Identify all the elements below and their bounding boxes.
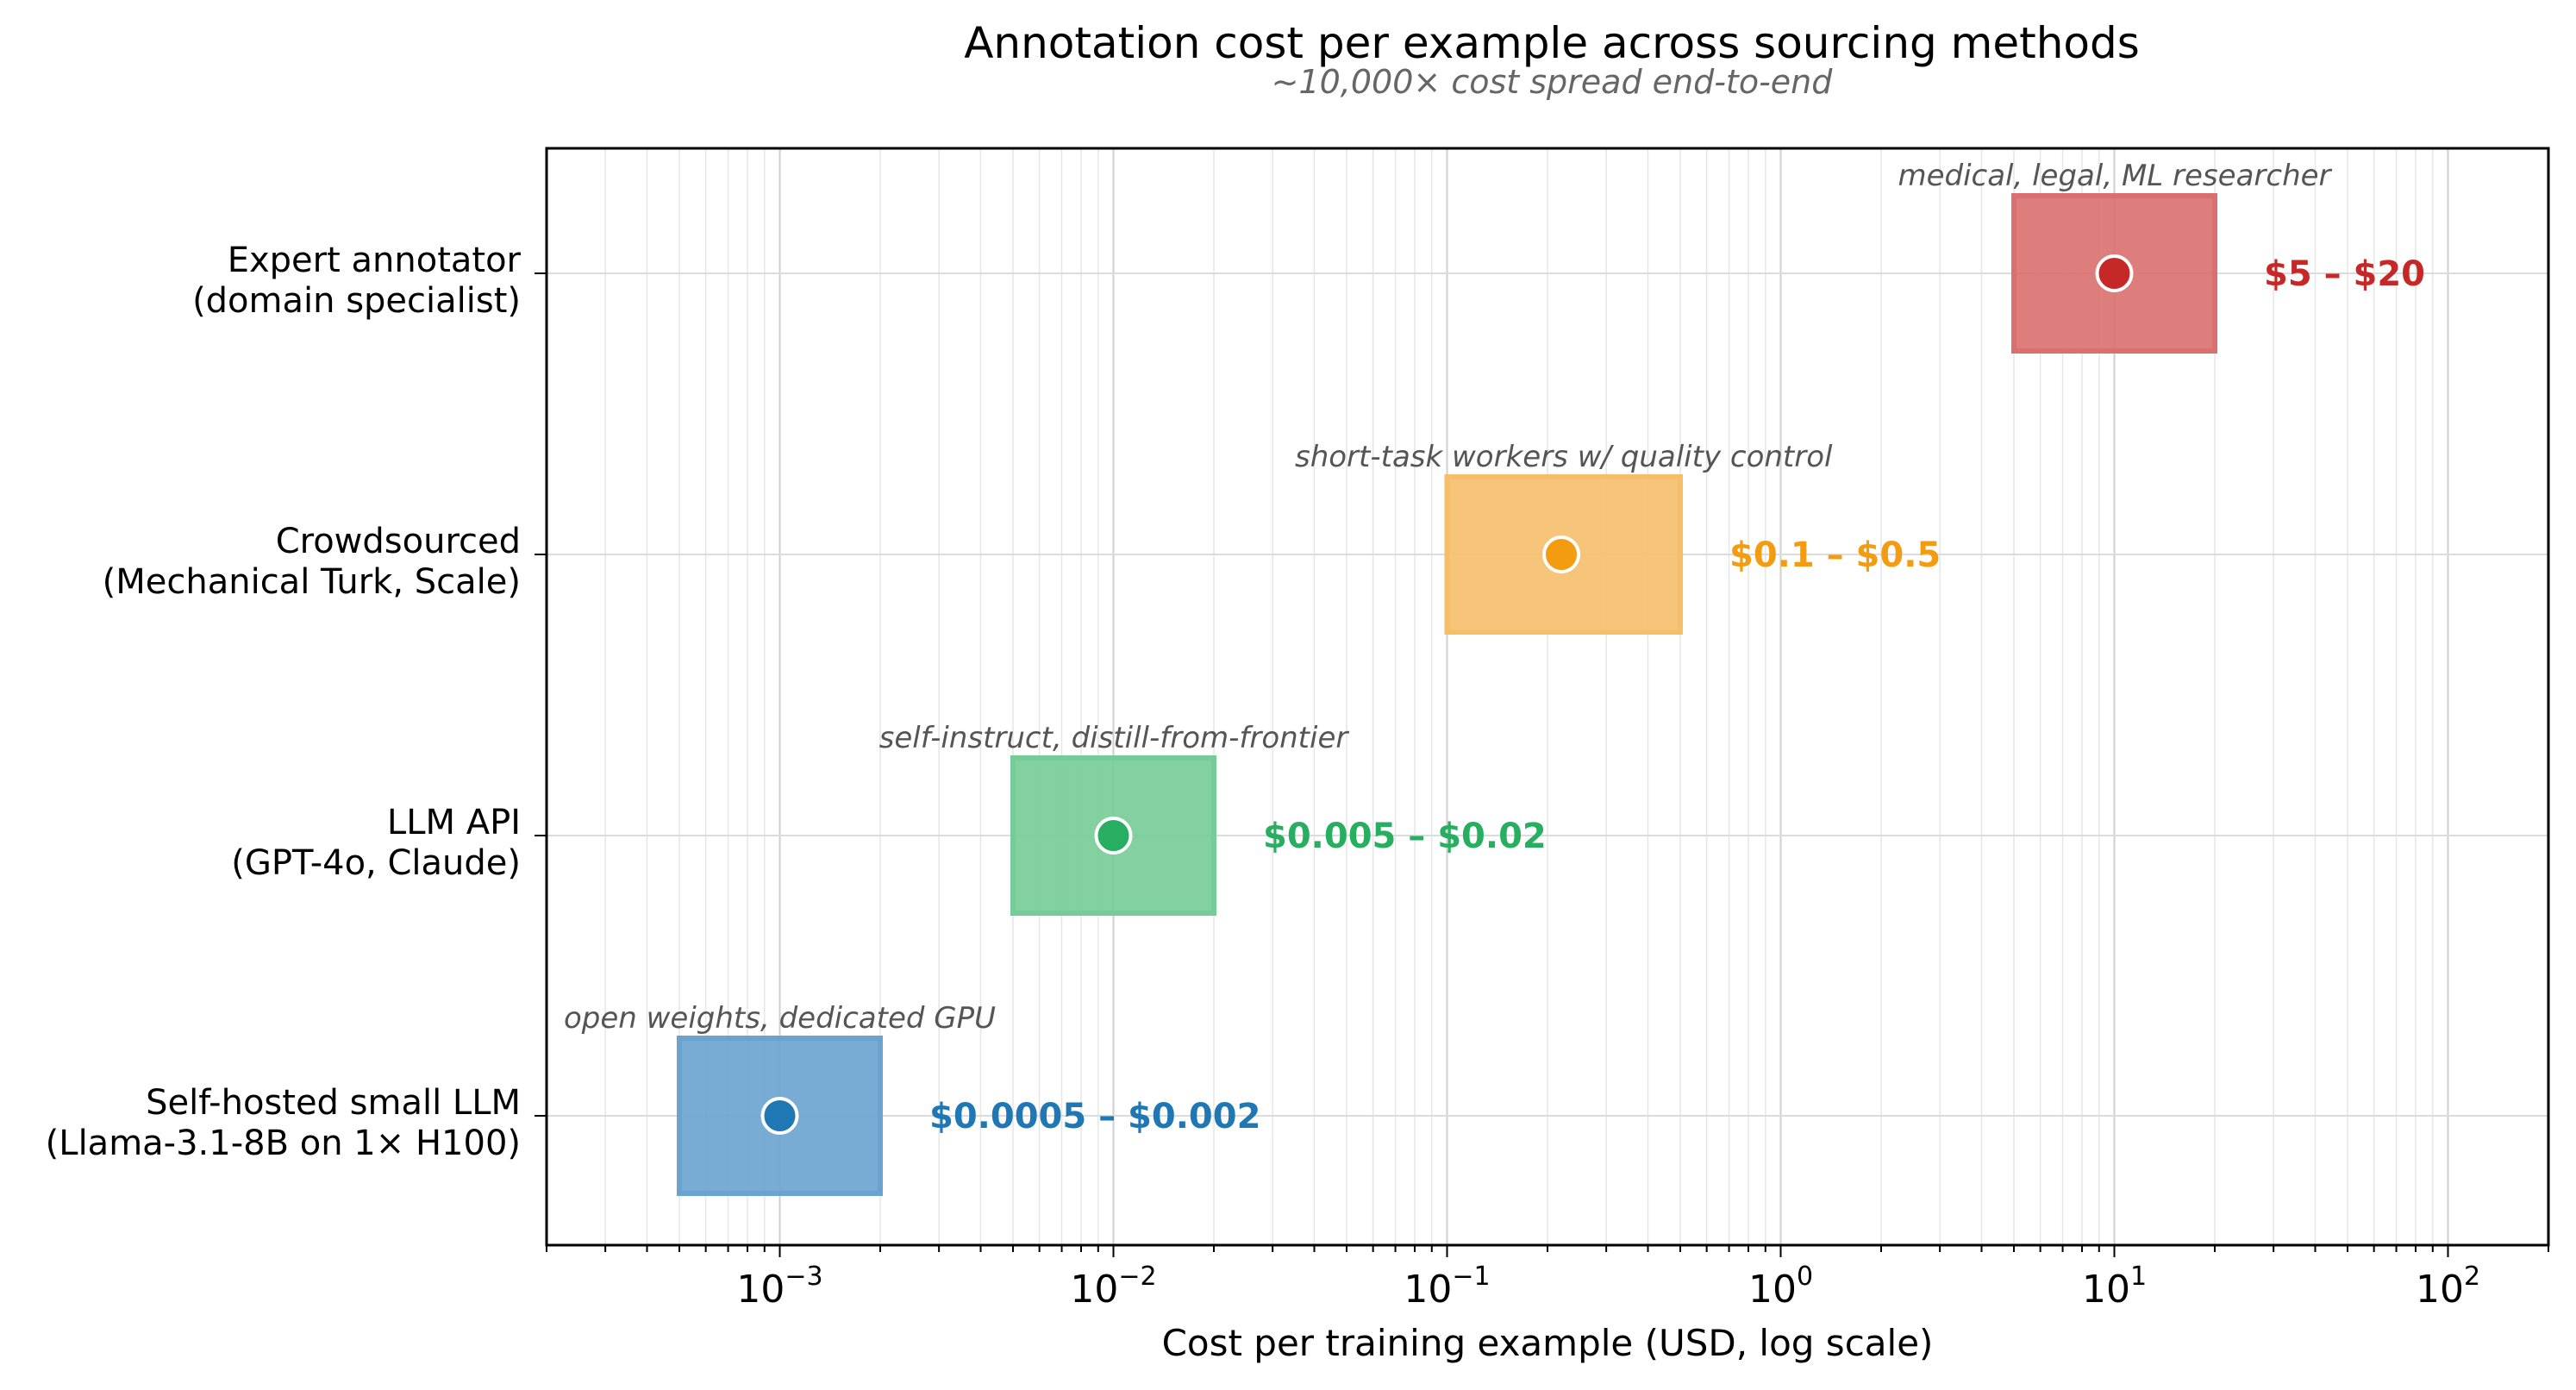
x-tick-exponent: −1 xyxy=(1452,1262,1490,1292)
range-label: $0.0005 – $0.002 xyxy=(929,1097,1260,1136)
x-tick-base: 10 xyxy=(736,1268,785,1312)
x-tick-exponent: 1 xyxy=(2130,1262,2147,1292)
annotation-note: short-task workers w/ quality control xyxy=(1295,440,1833,474)
x-tick-exponent: −2 xyxy=(1118,1262,1156,1292)
y-tick-label-line2: (GPT-4o, Claude) xyxy=(231,843,521,883)
x-tick-base: 10 xyxy=(1748,1268,1797,1312)
x-tick-base: 10 xyxy=(2416,1268,2464,1312)
y-tick-label-line1: Expert annotator xyxy=(228,241,522,280)
point-marker xyxy=(1094,817,1133,855)
point-marker xyxy=(760,1097,799,1135)
annotation-note: open weights, dedicated GPU xyxy=(564,1001,996,1036)
range-label: $0.1 – $0.5 xyxy=(1729,535,1941,575)
y-tick-label-line2: (domain specialist) xyxy=(192,281,521,321)
x-tick-exponent: −3 xyxy=(785,1262,822,1292)
chart-subtitle: ~10,000× cost spread end-to-end xyxy=(1272,63,1834,101)
y-tick-label-line1: LLM API xyxy=(387,803,521,842)
x-tick-base: 10 xyxy=(1070,1268,1118,1312)
x-tick-label: 101 xyxy=(2082,1262,2147,1312)
point-marker xyxy=(2095,254,2134,292)
range-label: $5 – $20 xyxy=(2264,254,2425,294)
x-axis-label: Cost per training example (USD, log scal… xyxy=(1162,1322,1934,1364)
x-tick-base: 10 xyxy=(1404,1268,1452,1312)
y-tick-label-line1: Self-hosted small LLM xyxy=(146,1083,521,1123)
y-tick-label-line2: (Mechanical Turk, Scale) xyxy=(103,562,521,602)
x-tick-label: 10−1 xyxy=(1404,1262,1490,1312)
grid xyxy=(546,148,2549,1245)
annotation-note: medical, legal, ML researcher xyxy=(1898,159,2332,193)
x-tick-exponent: 2 xyxy=(2464,1262,2480,1292)
x-tick-label: 102 xyxy=(2416,1262,2480,1312)
y-tick-label-line2: (Llama-3.1-8B on 1× H100) xyxy=(46,1124,521,1163)
x-tick-base: 10 xyxy=(2082,1268,2130,1312)
x-tick-label: 10−2 xyxy=(1070,1262,1156,1312)
x-tick-label: 100 xyxy=(1748,1262,1813,1312)
point-marker xyxy=(1542,535,1581,573)
y-tick-label-line1: Crowdsourced xyxy=(276,522,521,561)
plot-marks: $5 – $20 medical, legal, ML researcher $0.… xyxy=(564,159,2425,1196)
range-label: $0.005 – $0.02 xyxy=(1263,817,1547,856)
annotation-note: self-instruct, distill-from-frontier xyxy=(879,721,1350,755)
x-tick-label: 10−3 xyxy=(736,1262,822,1312)
x-tick-exponent: 0 xyxy=(1797,1262,1813,1292)
chart-title: Annotation cost per example across sourc… xyxy=(964,18,2140,68)
